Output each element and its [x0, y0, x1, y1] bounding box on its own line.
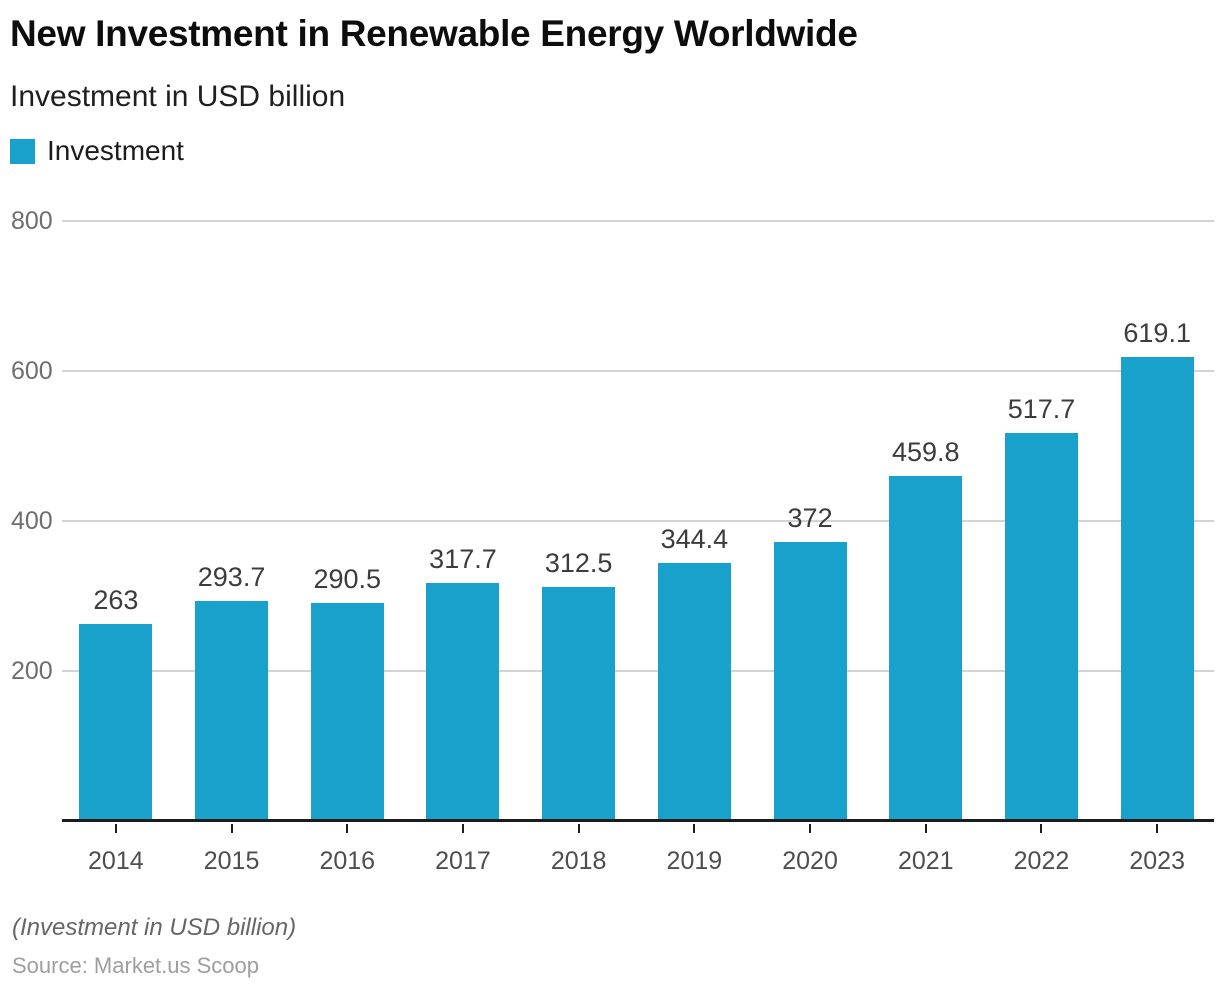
chart-title: New Investment in Renewable Energy World…: [10, 13, 858, 54]
bar[interactable]: [1120, 357, 1194, 821]
bar-value-label: 293.7: [197, 562, 266, 592]
x-axis-label: 2019: [666, 847, 723, 875]
bar-category: 312.5 2018: [521, 221, 637, 875]
bar[interactable]: [310, 603, 384, 821]
x-axis-label: 2014: [88, 847, 144, 875]
bar-value-label: 459.8: [891, 437, 960, 467]
bar-value-label: 317.7: [429, 544, 497, 574]
bar-value-label: 344.4: [660, 524, 729, 554]
bar[interactable]: [889, 476, 963, 821]
chart-subtitle: Investment in USD billion: [10, 80, 346, 113]
bar-category: 517.7 2022: [984, 221, 1100, 875]
x-axis-label: 2023: [1129, 847, 1185, 875]
legend-item[interactable]: Investment: [10, 135, 184, 167]
bar[interactable]: [426, 583, 500, 821]
x-axis-label: 2020: [782, 847, 838, 875]
bar-value-label: 517.7: [1007, 394, 1076, 424]
bar-value-label: 372: [787, 503, 833, 533]
bar-value-label: 312.5: [544, 548, 613, 578]
x-axis-tick: [1156, 824, 1159, 833]
bar[interactable]: [542, 587, 616, 821]
x-axis-tick: [461, 824, 464, 833]
x-axis-tick: [924, 824, 927, 833]
source-note: Source: Market.us Scoop: [12, 953, 260, 978]
x-axis-tick: [230, 824, 233, 833]
bar-category: 372 2020: [752, 221, 868, 875]
x-axis-tick: [346, 824, 349, 833]
x-axis-label: 2017: [435, 847, 491, 875]
bar[interactable]: [773, 542, 847, 821]
bar-category: 293.7 2015: [174, 221, 290, 875]
bar-category: 459.8 2021: [868, 221, 984, 875]
y-axis-label: 600: [11, 357, 53, 385]
bar[interactable]: [79, 624, 153, 821]
bar-value-label: 263: [93, 585, 139, 615]
bar-category: 317.7 2017: [405, 221, 521, 875]
bar-category: 263 2014: [58, 221, 174, 875]
y-axis-label: 400: [11, 507, 53, 535]
gridline: [62, 370, 1214, 372]
plot-area: 263 2014 293.7 2015 290.5 2016 317.7 2017 312.5 2…: [58, 221, 1215, 875]
x-axis-tick: [1040, 824, 1043, 833]
bar[interactable]: [657, 563, 731, 821]
x-axis-line: [62, 819, 1214, 822]
x-axis-tick: [114, 824, 117, 833]
bar-category: 619.1 2023: [1099, 221, 1215, 875]
bar-category: 344.4 2019: [637, 221, 753, 875]
legend-swatch-icon: [10, 138, 35, 164]
x-axis-tick: [577, 824, 580, 833]
x-axis-label: 2022: [1013, 847, 1070, 875]
x-axis-label: 2016: [319, 847, 376, 875]
x-axis-label: 2018: [550, 847, 607, 875]
bar-category: 290.5 2016: [289, 221, 405, 875]
x-axis-label: 2015: [203, 847, 260, 875]
y-axis-label: 800: [11, 207, 53, 235]
y-axis-label: 200: [11, 657, 53, 685]
gridline: [62, 220, 1214, 222]
x-axis-tick: [809, 824, 812, 833]
bar[interactable]: [1004, 433, 1078, 821]
bar[interactable]: [195, 601, 269, 821]
footnote: (Investment in USD billion): [12, 914, 297, 941]
x-axis-label: 2021: [897, 847, 954, 875]
gridline: [62, 520, 1214, 522]
bar-value-label: 619.1: [1123, 318, 1191, 348]
legend-label: Investment: [47, 135, 184, 166]
bar-value-label: 290.5: [313, 564, 382, 594]
gridline: [62, 670, 1214, 672]
x-axis-tick: [693, 824, 696, 833]
